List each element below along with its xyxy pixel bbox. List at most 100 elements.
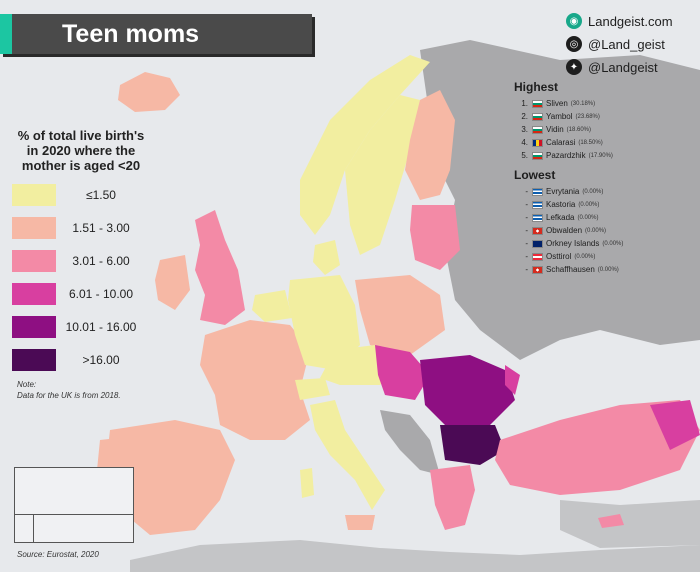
highest-item: 2. Yambol (23.68%) [514, 110, 613, 123]
brand-instagram[interactable]: ◎ @Land_geist [566, 33, 673, 55]
rank-number: 2. [521, 112, 528, 121]
legend-label: 6.01 - 10.00 [68, 287, 134, 301]
switzerland-flag-icon [532, 226, 543, 235]
baltics [410, 205, 460, 270]
region-name: Osttirol [546, 252, 572, 261]
region-value: (0.00%) [577, 214, 599, 221]
region-value: (18.50%) [578, 139, 603, 146]
source-text: Source: Eurostat, 2020 [17, 550, 99, 559]
legend-swatch [12, 250, 56, 272]
switzerland [295, 378, 330, 400]
austria-flag-icon [532, 252, 543, 261]
globe-icon: ◉ [566, 13, 582, 29]
italy [310, 400, 385, 510]
legend-swatch [12, 184, 56, 206]
region-value: (0.00%) [585, 227, 607, 234]
greece-flag-icon [532, 200, 543, 209]
greece [430, 465, 475, 530]
legend: % of total live birth's in 2020 where th… [12, 128, 150, 371]
highest-item: 1. Sliven (30.18%) [514, 97, 613, 110]
germany [288, 275, 360, 370]
region-value: (17.90%) [588, 152, 613, 159]
great-britain [195, 210, 245, 325]
region-name: Kastoria [546, 200, 576, 209]
denmark [313, 240, 340, 275]
switzerland-flag-icon [532, 265, 543, 274]
rank-number: 5. [521, 151, 528, 160]
lowest-item: - Schaffhausen (0.00%) [514, 263, 623, 276]
lowest-item: - Orkney Islands (0.00%) [514, 237, 623, 250]
region-value: (0.00%) [582, 188, 604, 195]
romania [420, 355, 515, 425]
france [200, 320, 310, 440]
instagram-icon: ◎ [566, 36, 582, 52]
highest-list: Highest 1. Sliven (30.18%) 2. Yambol (23.68%)… [514, 80, 613, 162]
map-note: Note: Data for the UK is from 2018. [17, 379, 121, 401]
note-label: Note: [17, 380, 37, 389]
middle-east [560, 500, 700, 548]
region-value: (0.00%) [578, 201, 600, 208]
legend-label: 3.01 - 6.00 [72, 254, 130, 268]
region-name: Pazardzhik [546, 151, 586, 160]
lowest-list: Lowest - Evrytania (0.00%) - Kastoria (0.00%)… [514, 168, 623, 276]
legend-label: >16.00 [82, 353, 120, 367]
legend-item: 10.01 - 16.00 [12, 316, 150, 338]
norway [300, 55, 430, 235]
highest-item: 3. Vidin (18.60%) [514, 123, 613, 136]
region-name: Sliven [546, 99, 568, 108]
balkans-non-eu [380, 410, 440, 475]
sardinia [300, 468, 314, 498]
sweden [345, 95, 420, 255]
legend-swatch [12, 217, 56, 239]
title-bar: Teen moms [0, 14, 312, 54]
legend-item: ≤1.50 [12, 184, 150, 206]
legend-item: 3.01 - 6.00 [12, 250, 150, 272]
rank-number: - [525, 213, 528, 222]
legend-title: % of total live birth's in 2020 where th… [17, 128, 145, 173]
title-accent [0, 14, 12, 54]
hungary-slovakia [375, 345, 430, 400]
brand-site[interactable]: ◉ Landgeist.com [566, 10, 673, 32]
lowest-item: - Kastoria (0.00%) [514, 198, 623, 211]
rank-number: - [525, 187, 528, 196]
region-name: Vidin [546, 125, 564, 134]
inset-divider-v [33, 514, 34, 543]
rank-number: - [525, 200, 528, 209]
legend-item: 6.01 - 10.00 [12, 283, 150, 305]
brand-twitter[interactable]: ✦ @Landgeist [566, 56, 673, 78]
legend-swatch [12, 349, 56, 371]
rank-number: 4. [521, 138, 528, 147]
region-name: Yambol [546, 112, 573, 121]
region-name: Orkney Islands [546, 239, 600, 248]
turkey-east-high [650, 400, 700, 450]
region-value: (0.00%) [597, 266, 619, 273]
lowest-item: - Evrytania (0.00%) [514, 185, 623, 198]
highest-title: Highest [514, 80, 559, 94]
region-name: Lefkada [546, 213, 575, 222]
region-name: Calarasi [546, 138, 576, 147]
iceland [118, 72, 180, 112]
rank-number: - [525, 226, 528, 235]
benelux [252, 290, 292, 322]
region-name: Obwalden [546, 226, 583, 235]
rank-number: - [525, 265, 528, 274]
greece-flag-icon [532, 213, 543, 222]
lowest-title: Lowest [514, 168, 556, 182]
legend-label: 1.51 - 3.00 [72, 221, 130, 235]
region-value: (18.60%) [566, 126, 592, 133]
bulgaria-flag-icon [532, 112, 543, 121]
note-text: Data for the UK is from 2018. [17, 391, 121, 400]
region-value: (30.18%) [570, 100, 596, 107]
rank-number: 3. [521, 125, 528, 134]
region-value: (0.00%) [574, 253, 596, 260]
region-name: Schaffhausen [546, 265, 595, 274]
rank-number: - [525, 239, 528, 248]
region-value: (23.68%) [575, 113, 600, 120]
bulgaria-flag-icon [532, 125, 543, 134]
moldova [505, 365, 520, 395]
bulgaria-flag-icon [532, 151, 543, 160]
highest-item: 4. Calarasi (18.50%) [514, 136, 613, 149]
region-name: Evrytania [546, 187, 580, 196]
legend-item: 1.51 - 3.00 [12, 217, 150, 239]
